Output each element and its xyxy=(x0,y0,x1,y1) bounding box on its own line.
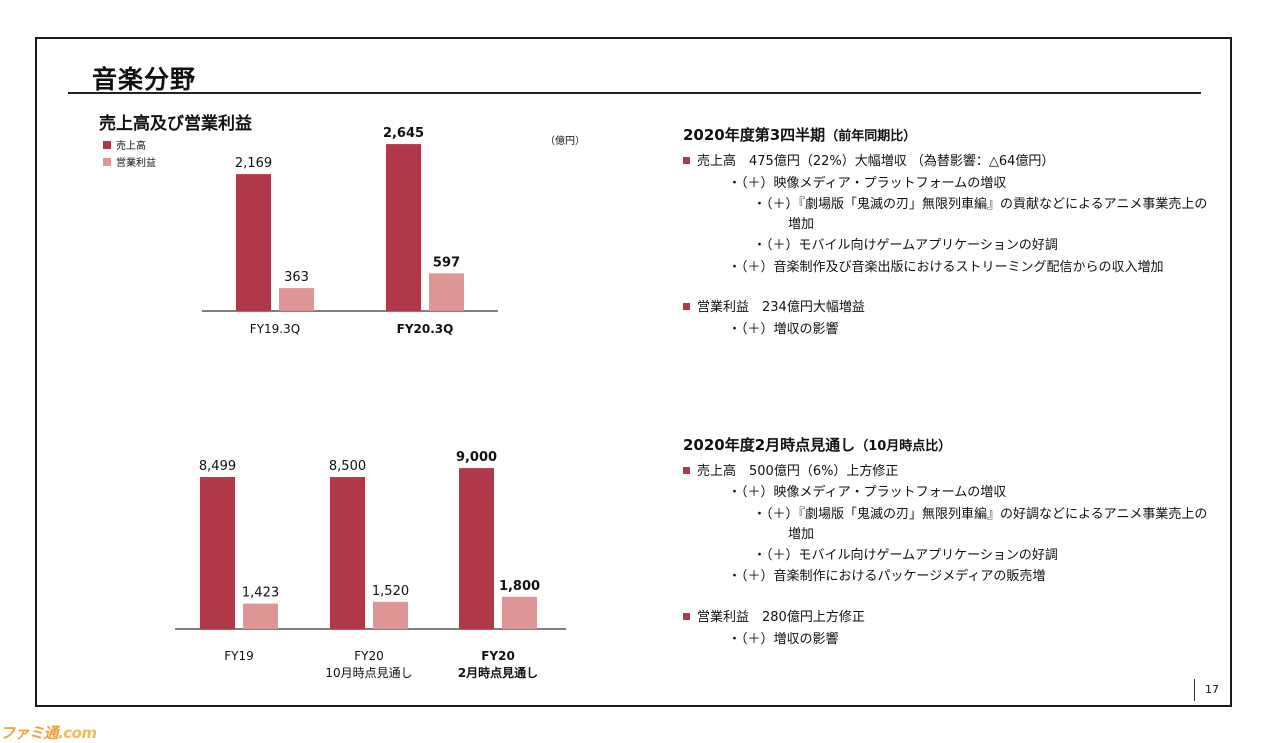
section1-title-sub: （前年同期比） xyxy=(825,129,917,144)
page-number: 17 xyxy=(1205,683,1219,696)
chart-title: 売上高及び営業利益 xyxy=(99,114,252,134)
bar-profit xyxy=(279,288,314,311)
page-title: 音楽分野 xyxy=(92,65,197,94)
data-label: 1,520 xyxy=(372,584,409,599)
bar-profit xyxy=(373,601,408,629)
section2-title: 2020年度2月時点見通し（10月時点比） xyxy=(683,434,951,455)
data-label: 2,169 xyxy=(235,156,272,171)
chart-quarterly: 2,169 363 FY19.3Q 2,645 597 FY20.3Q xyxy=(202,126,498,336)
bar-sales xyxy=(386,144,421,311)
section2-title-main: 2020年度2月時点見通し xyxy=(683,436,856,454)
page-number-divider xyxy=(1194,679,1195,701)
section2-sales-text: 売上高 500億円（6%）上方修正 xyxy=(697,464,899,479)
site-logo: ファミ通.com xyxy=(0,722,97,743)
section2-item: ・（＋）モバイル向けゲームアプリケーションの好調 xyxy=(753,548,1058,563)
bar-sales xyxy=(330,477,365,629)
section1-title: 2020年度第3四半期（前年同期比） xyxy=(683,124,916,145)
tick-label: FY19.3Q xyxy=(250,322,300,336)
legend-label-sales: 売上高 xyxy=(116,141,146,152)
legend-item-profit: 営業利益 xyxy=(103,153,156,170)
bar-sales xyxy=(236,174,271,311)
legend-swatch-sales xyxy=(103,140,111,149)
section2-profit-item: ・（＋）増収の影響 xyxy=(728,632,839,647)
bar-profit xyxy=(243,603,278,629)
bar-sales xyxy=(459,468,494,629)
section1-sales-text: 売上高 475億円（22%）大幅増収 （為替影響：△64億円） xyxy=(697,154,1055,169)
tick-label: 10月時点見通し xyxy=(325,666,412,680)
data-label: 363 xyxy=(284,270,309,285)
tick-label: 2月時点見通し xyxy=(458,665,538,680)
section1-profit-item: ・（＋）増収の影響 xyxy=(728,322,839,337)
section2-item: ・（＋）『劇場版「鬼滅の刃」無限列車編』の好調などによるアニメ事業売上の xyxy=(753,507,1208,522)
section1-item: ・（＋）音楽制作及び音楽出版におけるストリーミング配信からの収入増加 xyxy=(728,260,1164,275)
data-label: 9,000 xyxy=(456,450,497,465)
tick-label: FY19 xyxy=(224,649,254,663)
bullet-square-icon xyxy=(683,303,690,310)
legend-swatch-profit xyxy=(103,157,111,166)
section1-item: ・（＋）『劇場版「鬼滅の刃」無限列車編』の貢献などによるアニメ事業売上の xyxy=(753,197,1208,212)
data-label: 597 xyxy=(433,255,460,270)
bar-profit xyxy=(502,596,537,629)
section2-sales-line: 売上高 500億円（6%）上方修正 xyxy=(683,460,898,479)
section1-sales-line: 売上高 475億円（22%）大幅増収 （為替影響：△64億円） xyxy=(683,150,1054,169)
data-label: 8,500 xyxy=(329,459,366,474)
section1-title-main: 2020年度第3四半期 xyxy=(683,126,826,144)
tick-label: FY20 xyxy=(481,649,515,663)
section2-item: ・（＋）映像メディア・プラットフォームの増収 xyxy=(728,485,1007,500)
data-label: 1,800 xyxy=(499,579,540,594)
bullet-square-icon xyxy=(683,613,690,620)
section1-item: 増加 xyxy=(788,217,815,232)
unit-label: （億円） xyxy=(545,136,585,147)
data-label: 2,645 xyxy=(383,126,424,141)
section2-profit-line: 営業利益 280億円上方修正 xyxy=(683,606,865,625)
tick-label: FY20.3Q xyxy=(397,322,454,336)
logo-text: ファミ通 xyxy=(0,724,59,742)
section1-item: ・（＋）映像メディア・プラットフォームの増収 xyxy=(728,176,1007,191)
legend-label-profit: 営業利益 xyxy=(116,158,156,169)
bullet-square-icon xyxy=(683,157,690,164)
legend-item-sales: 売上高 xyxy=(103,136,156,153)
chart-forecast: 8,499 1,423 FY19 8,500 1,520 FY20 10月時点見通し 9,00… xyxy=(175,450,566,680)
section2-item: 増加 xyxy=(788,527,815,542)
chart-legend: 売上高 営業利益 xyxy=(103,136,156,170)
section1-profit-line: 営業利益 234億円大幅増益 xyxy=(683,296,865,315)
bullet-square-icon xyxy=(683,467,690,474)
logo-suffix: .com xyxy=(58,724,97,742)
data-label: 1,423 xyxy=(242,586,279,601)
section2-title-sub: （10月時点比） xyxy=(855,439,952,454)
section1-profit-text: 営業利益 234億円大幅増益 xyxy=(697,300,865,315)
data-label: 8,499 xyxy=(199,459,236,474)
bar-sales xyxy=(200,477,235,629)
title-underline xyxy=(68,92,1201,94)
section2-item: ・（＋）音楽制作におけるパッケージメディアの販売増 xyxy=(728,569,1046,584)
section1-item: ・（＋）モバイル向けゲームアプリケーションの好調 xyxy=(753,238,1058,253)
bar-profit xyxy=(429,273,464,311)
tick-label: FY20 xyxy=(354,649,384,663)
section2-profit-text: 営業利益 280億円上方修正 xyxy=(697,610,865,625)
